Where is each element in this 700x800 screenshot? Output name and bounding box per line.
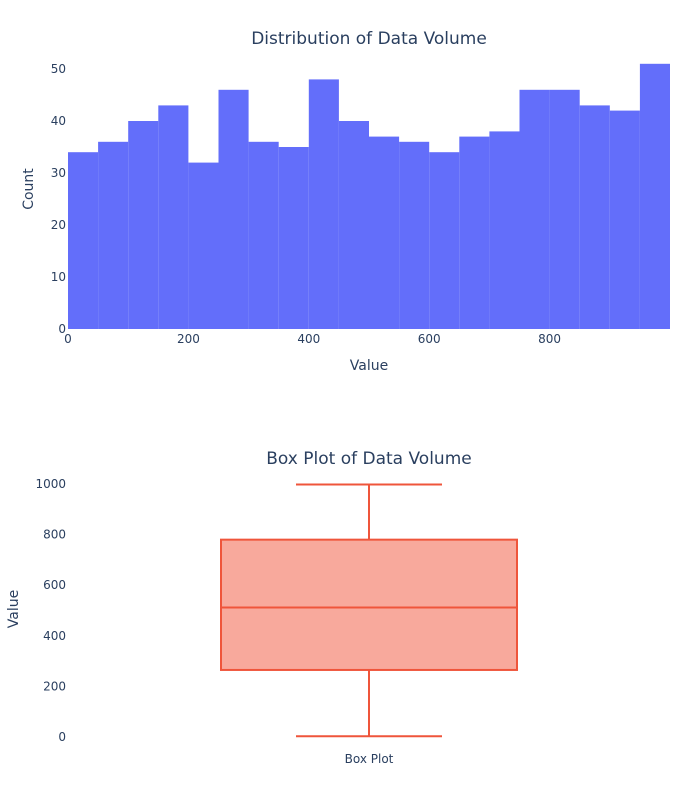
histogram-bar <box>218 89 249 329</box>
histogram-y-tick-label: 0 <box>58 322 66 336</box>
histogram-bar <box>639 63 670 330</box>
histogram-bar <box>278 147 309 329</box>
histogram-x-axis-title: Value <box>350 358 388 374</box>
boxplot-category-label: Box Plot <box>345 752 394 766</box>
histogram-x-ticks: 0 200 400 600 800 <box>64 332 561 346</box>
histogram-bar <box>369 136 400 329</box>
boxplot-y-ticks: 0 200 400 600 800 1000 <box>35 477 66 744</box>
histogram-x-tick-label: 400 <box>297 332 320 346</box>
boxplot-title: Box Plot of Data Volume <box>266 449 471 469</box>
boxplot-y-tick-label: 400 <box>43 629 66 643</box>
boxplot-box <box>220 538 518 671</box>
histogram-y-tick-label: 40 <box>51 114 66 128</box>
histogram-bar <box>68 152 99 329</box>
histogram-y-ticks: 0 10 20 30 40 50 <box>51 62 66 336</box>
boxplot-y-tick-label: 200 <box>43 679 66 693</box>
histogram-y-tick-label: 20 <box>51 218 66 232</box>
boxplot-shape <box>220 483 518 738</box>
histogram-bar <box>98 141 129 329</box>
histogram-title: Distribution of Data Volume <box>251 29 487 49</box>
histogram-x-tick-label: 200 <box>177 332 200 346</box>
boxplot-y-axis-title: Value <box>6 590 22 628</box>
boxplot-y-tick-label: 1000 <box>35 477 66 491</box>
histogram-x-tick-label: 0 <box>64 332 72 346</box>
histogram-bar <box>128 121 159 329</box>
histogram-bar <box>609 110 640 329</box>
histogram-bar <box>519 89 550 329</box>
histogram-bar <box>188 162 219 329</box>
histogram-bar <box>308 79 339 330</box>
boxplot-y-tick-label: 600 <box>43 578 66 592</box>
histogram-bar <box>429 152 460 329</box>
histogram-bar <box>459 136 490 329</box>
histogram-bar <box>248 141 279 329</box>
histogram-y-tick-label: 10 <box>51 270 66 284</box>
boxplot-y-tick-label: 800 <box>43 528 66 542</box>
histogram-bar <box>579 105 610 330</box>
histogram-y-axis-title: Count <box>21 168 37 210</box>
histogram-bars <box>68 63 670 330</box>
histogram-x-tick-label: 800 <box>538 332 561 346</box>
histogram-bar <box>399 141 430 329</box>
histogram-bar <box>549 89 580 329</box>
histogram-y-tick-label: 30 <box>51 166 66 180</box>
histogram-y-tick-label: 50 <box>51 62 66 76</box>
histogram-x-tick-label: 600 <box>418 332 441 346</box>
histogram-bar <box>489 131 520 329</box>
histogram-bar <box>158 105 189 330</box>
boxplot-y-tick-label: 0 <box>58 730 66 744</box>
histogram-bar <box>338 121 369 329</box>
